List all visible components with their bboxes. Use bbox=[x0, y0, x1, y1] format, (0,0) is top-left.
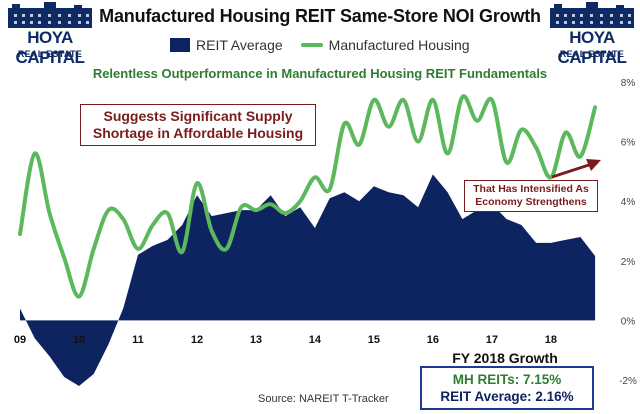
logo-name: HOYA CAPITAL bbox=[15, 28, 85, 67]
y-tick-label: 0% bbox=[621, 316, 636, 327]
x-tick-label: 11 bbox=[132, 334, 144, 346]
skyline-icon bbox=[550, 2, 634, 28]
annotation-arrow-head bbox=[586, 159, 601, 171]
y-tick-label: 8% bbox=[621, 78, 636, 89]
legend: REIT Average Manufactured Housing bbox=[170, 34, 470, 56]
annotation-supply-shortage: Suggests Significant Supply Shortage in … bbox=[80, 104, 316, 146]
legend-swatch-manufactured-housing bbox=[300, 43, 323, 47]
logo-tagline: REAL ESTATE bbox=[559, 49, 625, 59]
x-tick-label: 15 bbox=[368, 334, 380, 346]
x-tick-label: 13 bbox=[250, 334, 262, 346]
logo-name: HOYA CAPITAL bbox=[557, 28, 627, 67]
logo-left: HOYA CAPITAL REAL ESTATE bbox=[4, 2, 96, 72]
chart-subtitle: Relentless Outperformance in Manufacture… bbox=[92, 66, 548, 81]
x-tick-label: 17 bbox=[486, 334, 498, 346]
skyline-icon bbox=[8, 2, 92, 28]
series-reit-average-area bbox=[20, 174, 596, 386]
fy-summary-title: FY 2018 Growth bbox=[452, 350, 558, 366]
fy-summary-box: MH REITs: 7.15% REIT Average: 2.16% bbox=[420, 366, 594, 410]
logo-right: HOYA CAPITAL REAL ESTATE bbox=[546, 2, 638, 72]
x-tick-label: 14 bbox=[309, 334, 322, 346]
series-manufactured-housing-line bbox=[18, 94, 598, 299]
x-tick-label: 10 bbox=[73, 334, 85, 346]
chart-title: Manufactured Housing REIT Same-Store NOI… bbox=[99, 6, 541, 26]
x-tick-label: 09 bbox=[14, 334, 26, 346]
x-tick-label: 18 bbox=[545, 334, 557, 346]
x-tick-label: 12 bbox=[191, 334, 203, 346]
y-tick-label: -2% bbox=[619, 376, 637, 387]
legend-label-reit-average: REIT Average bbox=[196, 37, 283, 53]
y-tick-label: 4% bbox=[621, 197, 636, 208]
logo-tagline: REAL ESTATE bbox=[17, 49, 83, 59]
fy-summary-reit: REIT Average: 2.16% bbox=[440, 389, 574, 404]
annotation-intensified: That Has Intensified As Economy Strength… bbox=[464, 180, 598, 212]
source-note: Source: NAREIT T-Tracker bbox=[258, 393, 389, 405]
legend-label-manufactured-housing: Manufactured Housing bbox=[328, 37, 470, 53]
x-tick-label: 16 bbox=[427, 334, 439, 346]
y-tick-label: 6% bbox=[621, 138, 636, 149]
legend-swatch-reit-average bbox=[170, 38, 190, 52]
y-tick-label: 2% bbox=[621, 257, 636, 268]
fy-summary-mh: MH REITs: 7.15% bbox=[452, 372, 562, 387]
